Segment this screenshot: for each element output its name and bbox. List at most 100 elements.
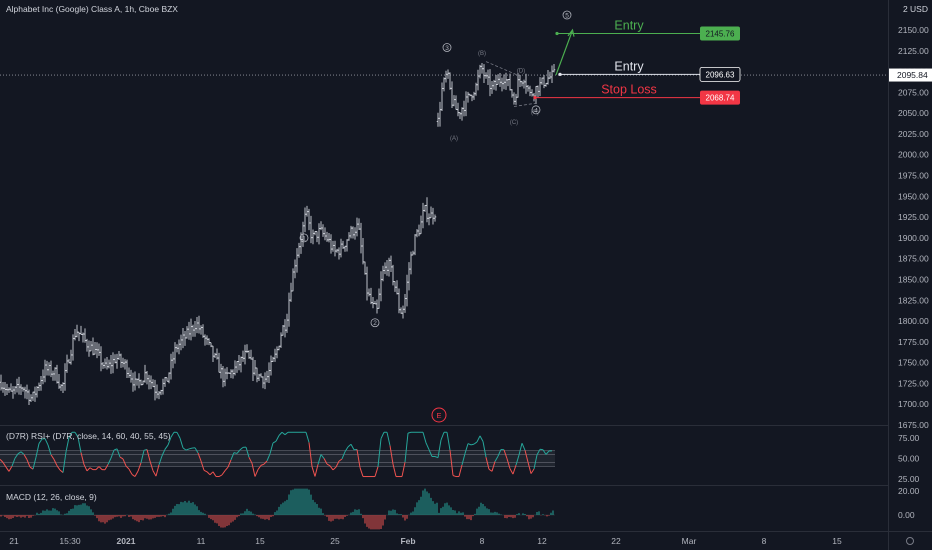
wave-label: (A)	[450, 136, 458, 142]
rsi-segment	[119, 456, 124, 460]
rsi-segment	[515, 454, 520, 466]
rsi-segment	[98, 466, 103, 470]
rsi-segment	[422, 432, 427, 443]
trade-level-anchor[interactable]	[555, 31, 559, 36]
rsi-segment	[254, 469, 259, 477]
wave-label: (B)	[478, 51, 486, 57]
price-axis-tick-label: 2000.00	[898, 150, 929, 160]
rsi-segment	[200, 460, 205, 471]
rsi-segment	[494, 455, 499, 462]
price-axis-tick-label: 1900.00	[898, 233, 929, 243]
rsi-segment	[95, 466, 100, 470]
rsi-segment	[497, 449, 502, 457]
rsi-segment	[17, 451, 22, 455]
currency-label[interactable]: 2 USD	[902, 4, 928, 14]
price-axis-tick-label: 1750.00	[898, 358, 929, 368]
price-axis-tick-label: 1850.00	[898, 274, 929, 284]
rsi-segment	[335, 460, 340, 468]
rsi-segment	[86, 467, 91, 472]
rsi-segment	[470, 443, 475, 446]
rsi-segment	[341, 451, 346, 460]
event-marker[interactable]	[431, 407, 447, 423]
rsi-segment	[338, 458, 343, 462]
rsi-segment	[53, 459, 58, 466]
rsi-segment	[251, 463, 256, 477]
rsi-segment	[140, 450, 145, 463]
price-axis-tick-label: 1800.00	[898, 316, 929, 326]
ohlc-bar	[433, 214, 437, 222]
rsi-segment	[179, 437, 184, 449]
rsi-segment	[29, 466, 34, 470]
rsi-segment	[23, 454, 28, 460]
macd-indicator-label[interactable]: MACD (12, 26, close, 9)	[6, 492, 97, 502]
price-axis-tick-label: 1925.00	[898, 212, 929, 222]
rsi-segment	[230, 452, 235, 460]
trade-level-anchor[interactable]	[558, 72, 562, 76]
rsi-segment	[314, 464, 319, 477]
wave-label: 1	[302, 235, 306, 242]
rsi-segment	[281, 431, 286, 436]
rsi-segment	[392, 463, 397, 477]
rsi-segment	[275, 435, 280, 442]
time-axis-tick-label: 2021	[117, 536, 136, 546]
rsi-segment	[125, 465, 130, 470]
rsi-segment	[257, 465, 262, 470]
rsi-segment	[278, 431, 283, 436]
trade-level-name: Entry	[614, 59, 644, 73]
rsi-segment	[323, 458, 328, 465]
rsi-segment	[137, 462, 142, 472]
rsi-segment	[14, 453, 19, 459]
rsi-segment	[74, 431, 79, 438]
rsi-segment	[35, 443, 40, 458]
rsi-segment	[80, 452, 85, 465]
event-marker-label: E	[436, 411, 441, 420]
time-axis-tick-label: 8	[480, 536, 485, 546]
rsi-segment	[158, 455, 163, 465]
rsi-segment	[233, 452, 238, 454]
price-axis-tick-label: 1700.00	[898, 399, 929, 409]
wave-label: (D)	[517, 68, 525, 74]
trade-level-anchor[interactable]	[533, 95, 537, 100]
price-axis-tick-label: 1675.00	[898, 420, 929, 430]
trade-level-value: 2145.76	[706, 30, 735, 39]
rsi-segment	[104, 464, 109, 471]
rsi-segment	[329, 465, 334, 471]
rsi-segment	[113, 448, 118, 451]
rsi-segment	[65, 437, 70, 453]
rsi-segment	[269, 442, 274, 454]
rsi-indicator-label[interactable]: (D7R) RSI+ (D7R, close, 14, 60, 40, 55, …	[6, 431, 171, 441]
rsi-segment	[185, 448, 190, 451]
rsi-segment	[59, 469, 64, 473]
rsi-segment	[509, 468, 514, 475]
wave-label: 2	[373, 320, 377, 327]
rsi-segment	[155, 464, 160, 477]
last-price-badge	[889, 68, 932, 82]
rsi-segment	[473, 441, 478, 445]
chart-title: Alphabet Inc (Google) Class A, 1h, Cboe …	[6, 4, 178, 14]
trade-level-badge[interactable]	[700, 90, 740, 105]
time-axis-tick-label: Feb	[400, 536, 415, 546]
settings-gear-icon[interactable]	[906, 537, 914, 545]
wave-label-circle	[562, 10, 572, 20]
wave-label: 4	[534, 107, 538, 114]
trade-level-value: 2096.63	[706, 70, 735, 79]
rsi-segment	[221, 470, 226, 476]
wave-label-circle	[442, 43, 452, 52]
rsi-segment	[107, 457, 112, 465]
rsi-axis-tick-label: 25.00	[898, 474, 920, 484]
rsi-segment	[458, 464, 463, 477]
trade-level-badge[interactable]	[699, 66, 741, 82]
time-axis-tick-label: 8	[762, 536, 767, 546]
time-axis-tick-label: 12	[537, 536, 547, 546]
rsi-segment	[272, 440, 277, 444]
wave-label-circle	[299, 233, 309, 243]
trade-level-badge[interactable]	[700, 26, 740, 41]
rsi-segment	[116, 448, 121, 458]
rsi-segment	[536, 449, 541, 456]
rsi-segment	[308, 442, 313, 467]
rsi-segment	[68, 432, 73, 438]
rsi-segment	[389, 445, 394, 465]
time-axis-tick-label: 21	[9, 536, 19, 546]
rsi-segment	[218, 474, 223, 477]
